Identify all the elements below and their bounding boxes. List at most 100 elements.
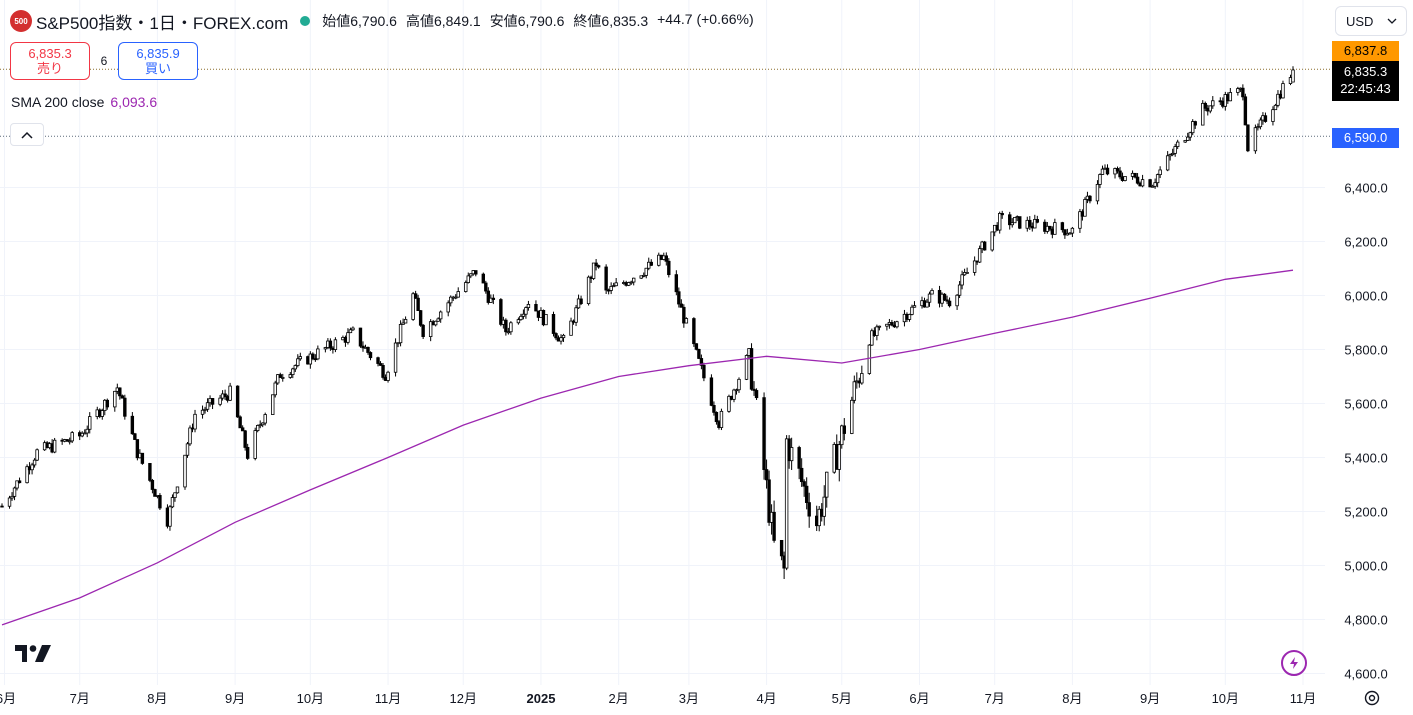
- candle: [12, 486, 17, 501]
- open-label: 始値: [322, 13, 351, 29]
- currency-select[interactable]: USD: [1335, 6, 1407, 36]
- candle-body: [877, 325, 882, 328]
- collapse-legend-button[interactable]: [10, 123, 44, 146]
- candle: [526, 300, 531, 311]
- candle-body: [626, 282, 631, 286]
- candle-body: [947, 300, 952, 307]
- buy-button[interactable]: 6,835.9 買い: [118, 42, 198, 80]
- candle-body: [466, 275, 470, 283]
- candle: [807, 492, 811, 528]
- candle-body: [7, 497, 12, 507]
- candle-body: [140, 452, 145, 464]
- time-axis-label: 10月: [1212, 691, 1239, 706]
- indicator-legend[interactable]: SMA 200 close 6,093.6: [11, 94, 157, 110]
- candle-body: [1115, 168, 1120, 172]
- price-axis-label: 6,400.0: [1344, 181, 1387, 196]
- candle-body: [960, 274, 964, 286]
- candle-body: [579, 298, 583, 305]
- candle: [1148, 178, 1152, 188]
- symbol-title[interactable]: S&P500指数・1日・FOREX.com: [36, 13, 289, 33]
- candle: [649, 259, 653, 267]
- candle: [1068, 232, 1072, 235]
- candle-body: [386, 371, 390, 381]
- candle: [438, 310, 443, 323]
- candle-body: [396, 342, 400, 345]
- candle: [1170, 148, 1175, 157]
- candle-body: [133, 433, 137, 440]
- candle: [1028, 216, 1032, 231]
- candle-body: [403, 319, 408, 324]
- candle: [732, 388, 736, 403]
- candle-body: [223, 393, 227, 397]
- candle-body: [867, 344, 872, 374]
- low-label: 安値: [489, 13, 518, 29]
- candle: [842, 418, 846, 441]
- candle: [123, 394, 127, 420]
- candle: [1175, 139, 1180, 150]
- candle-body: [825, 471, 829, 498]
- candle: [130, 412, 135, 435]
- candle-body: [1088, 195, 1092, 202]
- candle-body: [657, 254, 661, 266]
- candle: [481, 272, 486, 284]
- sell-button[interactable]: 6,835.3 売り: [10, 42, 90, 80]
- candle: [509, 321, 513, 335]
- candle-body: [614, 282, 618, 287]
- candle: [70, 431, 74, 444]
- candle: [474, 270, 478, 277]
- candle-body: [1155, 174, 1160, 184]
- candle: [1158, 166, 1162, 179]
- candle: [281, 373, 285, 382]
- candle: [802, 479, 806, 497]
- candle: [877, 325, 882, 331]
- candle: [1098, 173, 1102, 189]
- candle: [574, 304, 578, 327]
- candle: [1165, 151, 1170, 172]
- candle-body: [235, 385, 240, 418]
- candle-body: [677, 291, 681, 305]
- candle: [484, 280, 488, 294]
- candle-body: [642, 274, 646, 277]
- lightning-icon[interactable]: [1281, 650, 1307, 676]
- candle: [972, 256, 977, 276]
- candle-body: [840, 425, 844, 446]
- candle: [193, 409, 197, 433]
- candle-body: [1033, 219, 1037, 229]
- candle-body: [789, 447, 794, 462]
- candle-body: [604, 266, 608, 291]
- candle-body: [449, 296, 453, 304]
- candle: [1243, 93, 1248, 126]
- time-axis-label: 10月: [297, 691, 324, 706]
- candle: [677, 287, 681, 308]
- candle: [804, 477, 809, 510]
- candle-body: [88, 416, 92, 430]
- candle-body: [1276, 93, 1280, 106]
- candle: [1100, 165, 1105, 176]
- candle: [551, 311, 556, 337]
- time-axis-label: 7月: [70, 691, 90, 706]
- candle-body: [1201, 102, 1205, 126]
- candle-body: [977, 248, 982, 263]
- candle-body: [1028, 219, 1032, 227]
- ohlc-values: 始値6,790.6 高値6,849.1 安値6,790.6 終値6,835.3 …: [322, 11, 753, 31]
- candle: [85, 425, 89, 438]
- candle: [120, 394, 125, 399]
- tradingview-logo-icon[interactable]: [14, 640, 54, 666]
- candle-body: [1123, 176, 1127, 181]
- chevron-up-icon: [21, 131, 33, 139]
- candle-body: [1048, 225, 1052, 230]
- candle: [1228, 88, 1233, 102]
- candle: [1201, 100, 1205, 126]
- candle: [183, 454, 187, 490]
- candle-body: [52, 439, 57, 453]
- settings-icon[interactable]: [1362, 688, 1382, 708]
- candle: [1048, 225, 1052, 232]
- time-axis-label: 2月: [609, 691, 629, 706]
- candle-body: [591, 262, 596, 279]
- spread-value: 6: [100, 54, 108, 68]
- candle: [1083, 197, 1087, 217]
- candle: [83, 429, 87, 435]
- candle: [491, 294, 496, 305]
- candle: [238, 415, 242, 429]
